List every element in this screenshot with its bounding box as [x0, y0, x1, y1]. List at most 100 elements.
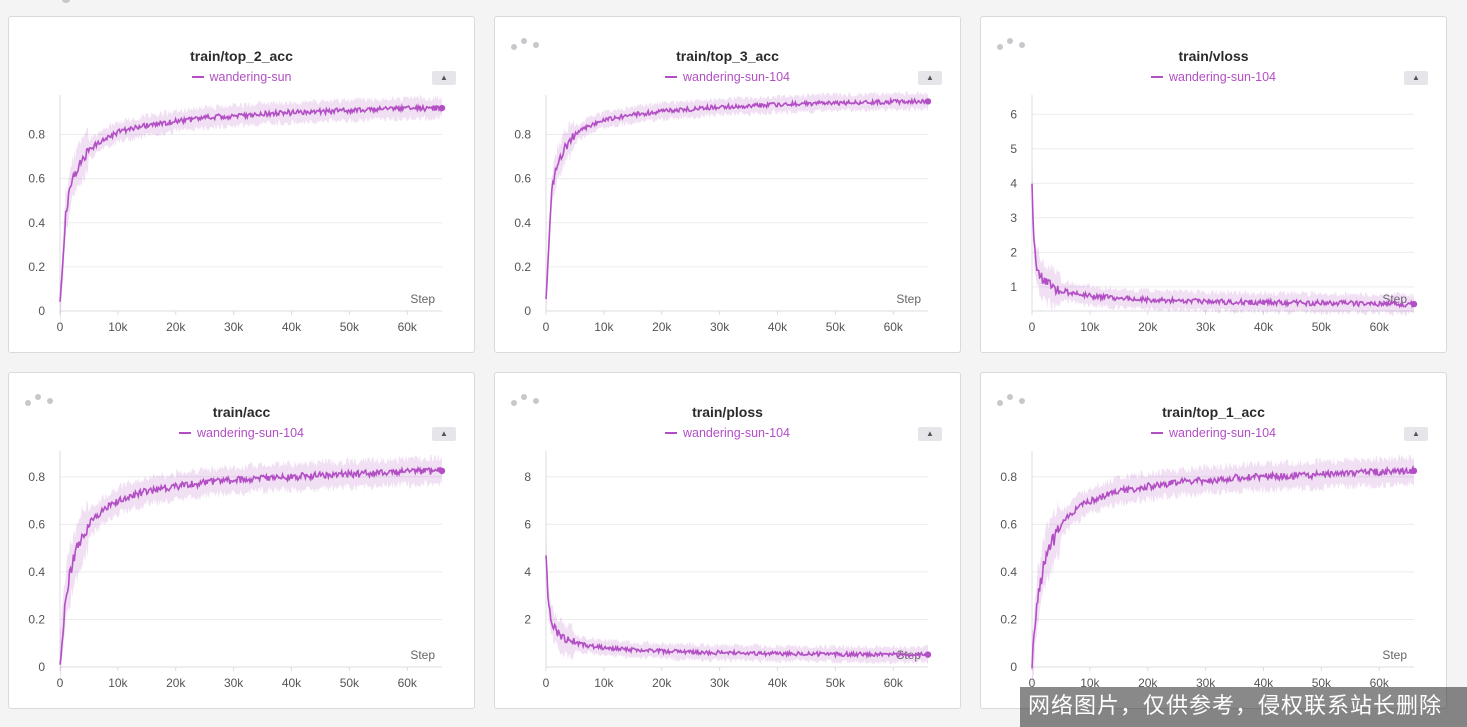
chart-panel-top-2-acc: train/top_2_acc wandering-sun ▲ 0 0.2 0.4 0…: [8, 16, 475, 353]
legend: wandering-sun-104: [495, 426, 960, 440]
legend-label: wandering-sun-104: [682, 426, 790, 440]
legend-swatch: [1150, 431, 1163, 434]
x-tick-label: 40k: [282, 676, 302, 690]
x-tick-label: 10k: [1080, 676, 1100, 690]
x-tick-label: 0: [1029, 676, 1036, 690]
y-tick-label: 6: [524, 517, 531, 531]
sort-button[interactable]: ▲: [918, 71, 942, 85]
loading-dots-icon: [511, 391, 541, 406]
x-tick-label: 30k: [1196, 676, 1216, 690]
series-band: [1032, 454, 1414, 692]
y-tick-label: 0.2: [28, 260, 45, 274]
chart-panel-top-1-acc: train/top_1_acc wandering-sun-104 ▲ 0 0.2…: [980, 372, 1447, 709]
sort-button[interactable]: ▲: [432, 71, 456, 85]
x-tick-label: 40k: [768, 676, 788, 690]
chart-title: train/acc: [212, 404, 271, 420]
sort-button[interactable]: ▲: [432, 427, 456, 441]
x-tick-label: 50k: [1312, 676, 1332, 690]
loading-dots-icon: [511, 35, 541, 50]
legend-label: wandering-sun-104: [196, 426, 304, 440]
x-tick-label: 40k: [768, 320, 788, 334]
x-tick-label: 50k: [826, 320, 846, 334]
chart-title: train/vloss: [1178, 48, 1249, 64]
chart-panel-ploss: train/ploss wandering-sun-104 ▲ 2 4 6 8 0 10k…: [494, 372, 961, 709]
y-tick-label: 6: [1010, 107, 1017, 121]
legend: wandering-sun-104: [495, 70, 960, 84]
x-tick-label: 0: [1029, 320, 1036, 334]
chart-title: train/top_2_acc: [190, 48, 293, 64]
y-tick-label: 0.6: [28, 517, 45, 531]
x-tick-label: 30k: [224, 320, 244, 334]
y-tick-label: 0.6: [1000, 517, 1017, 531]
sort-button[interactable]: ▲: [1404, 71, 1428, 85]
chart-panel-acc: train/acc wandering-sun-104 ▲ 0 0.2 0.4 0.6…: [8, 372, 475, 709]
chart-plot: 0 0.2 0.4 0.6 0.8 0 10k 20k 30k 40k 50k 60k Step: [28, 94, 446, 334]
series-end-point: [924, 651, 932, 658]
series-end-point: [1410, 467, 1418, 475]
x-tick-label: 50k: [340, 676, 360, 690]
series-line: [59, 465, 443, 665]
x-axis-label: Step: [1382, 648, 1407, 662]
sort-button[interactable]: ▲: [1404, 427, 1428, 441]
legend-swatch: [664, 431, 677, 434]
series-line: [545, 555, 928, 659]
x-tick-label: 20k: [652, 320, 672, 334]
x-tick-label: 20k: [166, 320, 186, 334]
y-tick-label: 0.2: [514, 260, 531, 274]
series-line: [545, 96, 929, 300]
x-tick-label: 50k: [340, 320, 360, 334]
x-tick-label: 30k: [710, 320, 730, 334]
y-tick-label: 0.4: [514, 216, 531, 230]
series-band: [546, 91, 928, 312]
x-tick-label: 60k: [398, 676, 418, 690]
x-tick-label: 30k: [710, 676, 730, 690]
y-tick-label: 0: [38, 304, 45, 318]
chart-title: train/top_1_acc: [1162, 404, 1265, 420]
x-tick-label: 40k: [282, 320, 302, 334]
x-tick-label: 20k: [1138, 320, 1158, 334]
x-tick-label: 0: [57, 320, 64, 334]
chart-plot: 0 0.2 0.4 0.6 0.8 0 10k 20k 30k 40k 50k 60k Step: [514, 91, 932, 334]
legend-label: wandering-sun-104: [1168, 70, 1276, 84]
x-tick-label: 10k: [1080, 320, 1100, 334]
y-tick-label: 3: [1010, 211, 1017, 225]
x-tick-label: 20k: [652, 676, 672, 690]
series-end-point: [438, 467, 446, 475]
x-tick-label: 0: [543, 676, 550, 690]
legend-swatch: [191, 75, 204, 78]
chart-panel-top-3-acc: train/top_3_acc wandering-sun-104 ▲ 0 0.2…: [494, 16, 961, 353]
x-tick-label: 10k: [594, 676, 614, 690]
x-tick-label: 20k: [166, 676, 186, 690]
sort-button[interactable]: ▲: [918, 427, 942, 441]
y-tick-label: 0.6: [28, 172, 45, 186]
y-tick-label: 4: [1010, 176, 1017, 190]
x-tick-label: 30k: [1196, 320, 1216, 334]
y-tick-label: 0.8: [28, 470, 45, 484]
x-tick-label: 50k: [826, 676, 846, 690]
x-axis-label: Step: [896, 292, 921, 306]
x-tick-label: 40k: [1254, 676, 1274, 690]
x-tick-label: 60k: [398, 320, 418, 334]
y-tick-label: 0: [524, 304, 531, 318]
legend-swatch: [178, 431, 191, 434]
x-tick-label: 0: [57, 676, 64, 690]
x-tick-label: 50k: [1312, 320, 1332, 334]
watermark: 网络图片，仅供参考，侵权联系站长删除: [1020, 687, 1467, 727]
loading-dots-icon: [997, 35, 1027, 50]
x-axis-label: Step: [410, 292, 435, 306]
series-line: [1031, 464, 1415, 669]
series-end-point: [924, 98, 932, 105]
y-tick-label: 0.4: [28, 216, 45, 230]
x-tick-label: 20k: [1138, 676, 1158, 690]
y-tick-label: 8: [524, 470, 531, 484]
y-tick-label: 0: [1010, 660, 1017, 674]
legend-swatch: [664, 75, 677, 78]
series-band: [1032, 161, 1414, 317]
y-tick-label: 2: [524, 612, 531, 626]
y-tick-label: 0.2: [28, 612, 45, 626]
series-band: [60, 453, 442, 686]
x-tick-label: 60k: [884, 320, 904, 334]
x-tick-label: 60k: [1370, 320, 1390, 334]
